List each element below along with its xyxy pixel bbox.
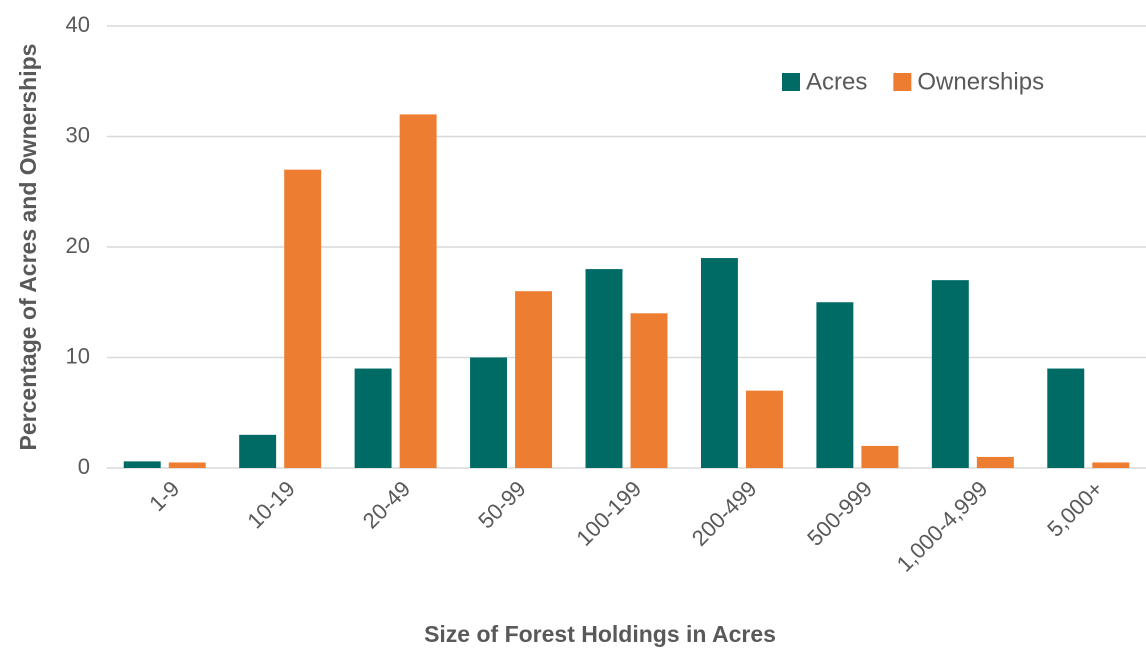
bar	[700, 258, 738, 468]
legend-label: Ownerships	[917, 68, 1044, 95]
legend-swatch	[782, 73, 800, 91]
bar	[816, 302, 854, 468]
x-tick-label: 20-49	[358, 476, 415, 533]
x-tick-label: 5,000+	[1042, 476, 1108, 542]
y-tick-label: 20	[66, 233, 90, 258]
bar	[239, 434, 277, 468]
bar	[284, 169, 322, 468]
bar	[630, 313, 668, 468]
bar	[931, 280, 969, 468]
x-tick-label: 200-499	[687, 476, 762, 551]
y-tick-label: 10	[66, 343, 90, 368]
bar	[1092, 462, 1130, 468]
bar	[470, 357, 508, 468]
y-tick-label: 0	[78, 454, 90, 479]
bar	[1047, 368, 1085, 468]
y-axis-title: Percentage of Acres and Ownerships	[15, 44, 41, 451]
bar	[399, 114, 437, 469]
bar	[585, 269, 623, 468]
legend-label: Acres	[806, 68, 867, 95]
x-tick-label: 500-999	[802, 476, 877, 551]
x-tick-label: 100-199	[571, 476, 646, 551]
bar	[515, 291, 553, 468]
y-tick-label: 40	[66, 12, 90, 37]
bar	[123, 461, 161, 468]
x-tick-label: 1-9	[144, 476, 184, 516]
legend-swatch	[893, 73, 912, 91]
bar	[168, 462, 206, 468]
x-tick-label: 1,000-4,999	[892, 476, 993, 577]
bar	[861, 445, 899, 468]
y-tick-label: 30	[66, 122, 90, 147]
x-tick-label: 10-19	[242, 476, 299, 533]
x-axis-title: Size of Forest Holdings in Acres	[424, 621, 776, 647]
bar	[976, 456, 1014, 468]
bar	[745, 390, 783, 468]
bar	[354, 368, 392, 468]
x-tick-label: 50-99	[473, 476, 530, 533]
